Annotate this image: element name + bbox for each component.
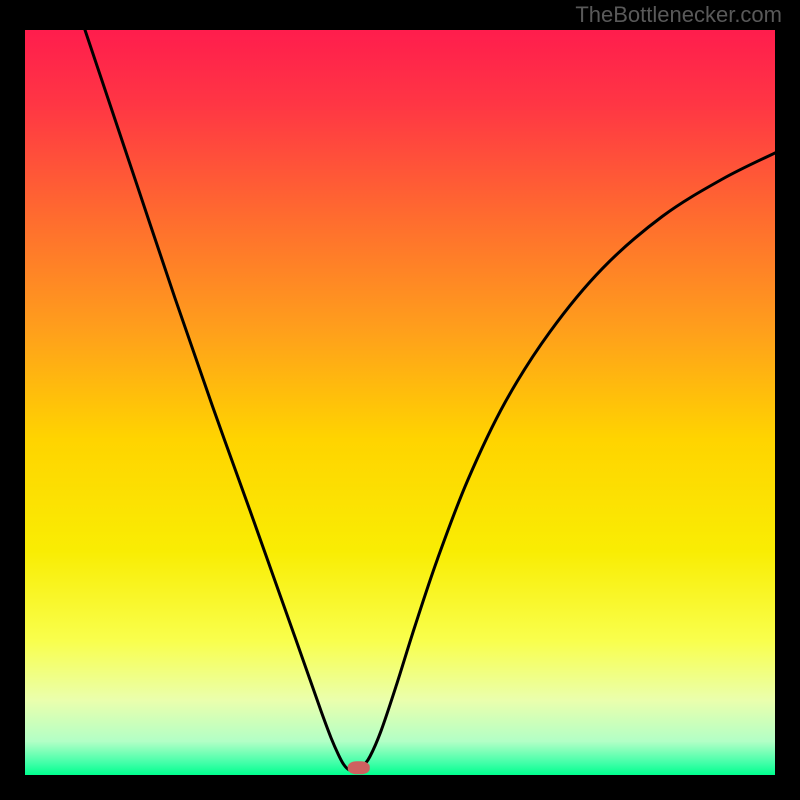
bottleneck-curve [25, 30, 775, 775]
bottleneck-chart [25, 30, 775, 775]
watermark-text: TheBottlenecker.com [575, 2, 782, 28]
optimum-marker [348, 761, 371, 774]
